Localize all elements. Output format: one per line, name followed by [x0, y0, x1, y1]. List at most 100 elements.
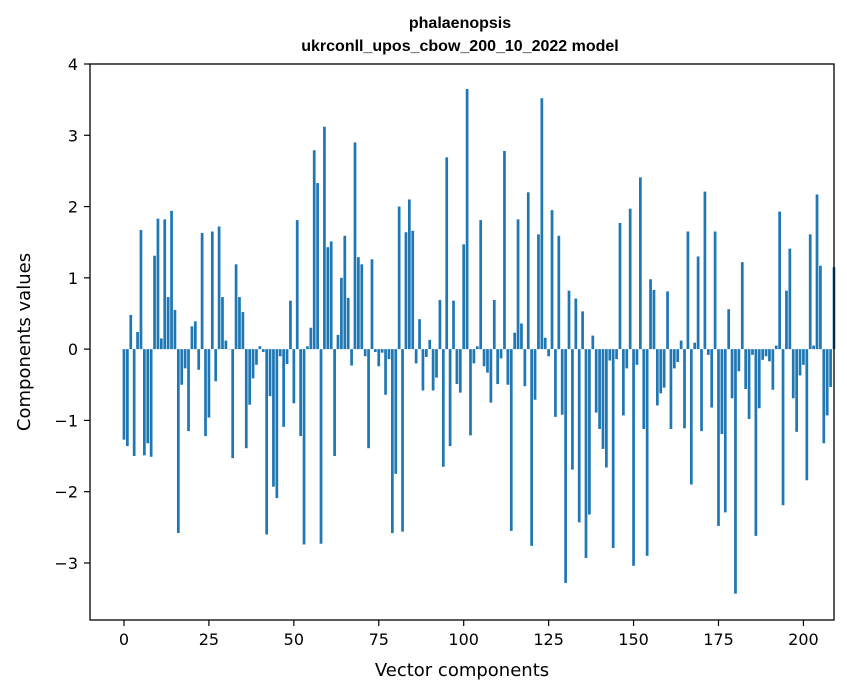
- bar-99: [458, 349, 462, 393]
- bar-151: [635, 349, 639, 365]
- bar-147: [622, 349, 625, 416]
- bar-45: [275, 349, 279, 499]
- bar-149: [628, 208, 632, 350]
- bar-1: [126, 349, 129, 447]
- bar-168: [693, 342, 697, 350]
- bar-166: [686, 231, 690, 350]
- bar-78: [387, 349, 391, 360]
- bar-95: [445, 157, 449, 350]
- bar-54: [306, 346, 309, 350]
- bar-197: [791, 349, 795, 399]
- bar-163: [676, 349, 680, 362]
- bar-172: [706, 349, 710, 355]
- bar-27: [214, 349, 218, 382]
- bar-17: [180, 349, 184, 385]
- bar-50: [292, 349, 296, 404]
- bar-67: [350, 349, 353, 366]
- bar-124: [543, 337, 547, 350]
- bar-122: [537, 234, 540, 350]
- bar-71: [363, 349, 367, 357]
- x-tick-label: 75: [369, 630, 389, 649]
- x-tick-label: 125: [533, 630, 564, 649]
- bar-204: [815, 194, 819, 350]
- bar-133: [574, 298, 578, 350]
- bar-60: [326, 247, 330, 350]
- bar-158: [659, 349, 663, 394]
- bar-203: [812, 345, 815, 350]
- bar-191: [771, 349, 775, 390]
- bar-165: [683, 349, 686, 429]
- bar-14: [170, 210, 173, 350]
- bar-12: [163, 219, 167, 350]
- bar-18: [183, 349, 187, 369]
- bar-167: [689, 349, 693, 485]
- bar-29: [221, 297, 224, 350]
- bar-169: [696, 256, 700, 350]
- bar-135: [581, 311, 584, 350]
- bar-187: [757, 349, 761, 409]
- bar-55: [309, 327, 313, 350]
- bar-101: [465, 88, 469, 350]
- y-tick-label: 1: [68, 269, 78, 288]
- bar-98: [455, 349, 459, 385]
- bar-52: [299, 349, 302, 437]
- bar-144: [611, 349, 615, 549]
- bar-128: [557, 235, 561, 350]
- bar-4: [136, 332, 139, 350]
- bar-137: [588, 349, 591, 515]
- bar-41: [261, 349, 265, 352]
- bar-104: [475, 346, 479, 350]
- bar-199: [798, 349, 802, 376]
- bar-154: [645, 349, 649, 556]
- bar-117: [520, 323, 523, 350]
- bar-46: [278, 349, 282, 357]
- bar-47: [282, 349, 285, 427]
- bar-43: [268, 349, 272, 397]
- bar-58: [319, 349, 323, 544]
- bar-142: [605, 349, 608, 468]
- bar-176: [720, 349, 724, 434]
- bar-70: [360, 264, 364, 350]
- x-axis-label: Vector components: [375, 660, 549, 681]
- bar-57: [316, 183, 319, 350]
- bar-7: [146, 349, 150, 444]
- bar-38: [251, 349, 255, 379]
- bar-143: [608, 349, 612, 361]
- bar-72: [367, 349, 370, 449]
- bar-157: [655, 349, 659, 406]
- bar-65: [343, 235, 347, 350]
- y-tick-label: −2: [54, 483, 78, 502]
- bar-138: [591, 335, 595, 350]
- bar-156: [652, 289, 656, 350]
- bar-103: [472, 349, 476, 364]
- bar-25: [207, 349, 211, 418]
- bar-36: [244, 349, 248, 449]
- y-tick-label: 2: [68, 198, 78, 217]
- bar-206: [822, 349, 826, 444]
- bar-88: [421, 349, 425, 391]
- bar-34: [238, 297, 241, 350]
- bar-48: [285, 349, 289, 365]
- y-tick-label: 3: [68, 126, 78, 145]
- bar-94: [441, 349, 445, 467]
- bar-189: [764, 349, 768, 357]
- bar-53: [302, 349, 306, 545]
- bar-2: [129, 314, 133, 350]
- bar-106: [482, 349, 486, 367]
- x-tick-label: 100: [448, 630, 479, 649]
- bar-188: [761, 349, 765, 360]
- bar-93: [438, 299, 442, 350]
- bar-32: [231, 349, 235, 459]
- bar-40: [258, 346, 262, 350]
- bar-79: [391, 349, 394, 534]
- bar-37: [248, 349, 252, 405]
- bar-3: [132, 349, 136, 457]
- bar-193: [778, 211, 781, 350]
- bar-97: [452, 300, 455, 350]
- bar-76: [380, 349, 384, 353]
- bar-100: [462, 244, 466, 350]
- bar-159: [662, 349, 666, 388]
- bar-175: [717, 349, 720, 526]
- bar-200: [802, 349, 805, 365]
